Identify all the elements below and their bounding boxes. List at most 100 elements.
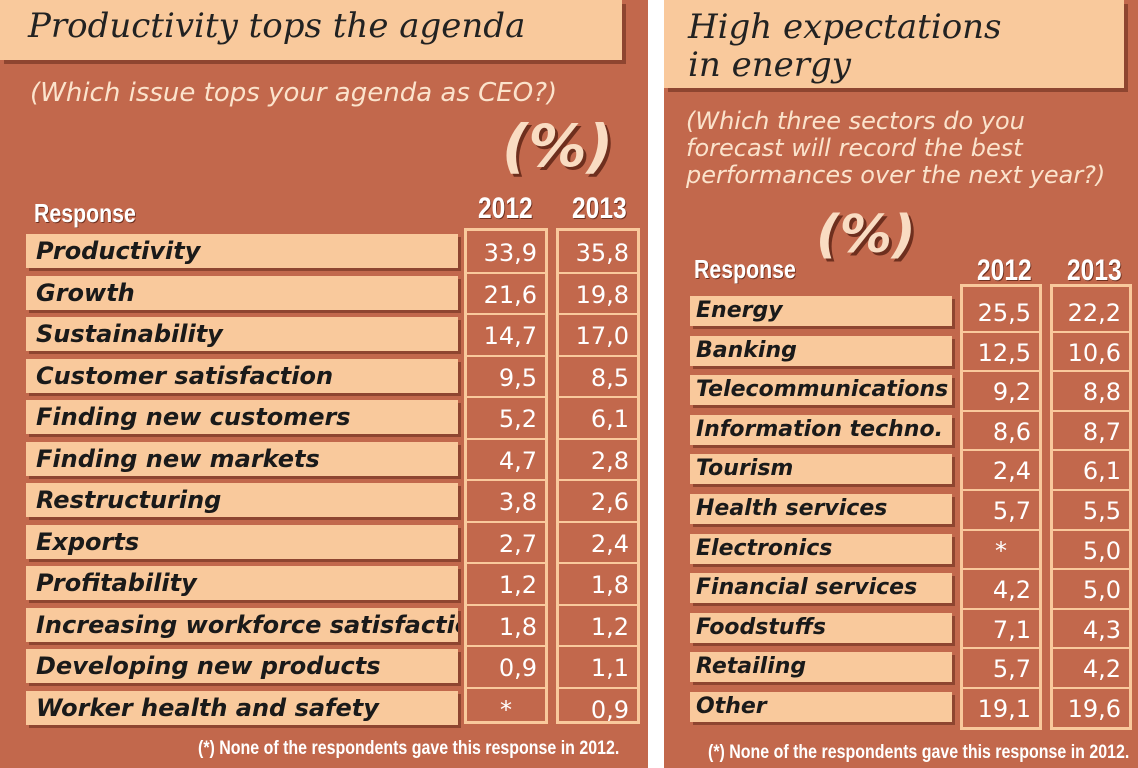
energy-cell-2012: 9,2 xyxy=(992,378,1031,406)
agenda-row-label: Sustainability xyxy=(26,317,458,351)
agenda-cell-2012: 3,8 xyxy=(498,488,537,516)
energy-row-separator xyxy=(1053,370,1129,372)
energy-row-separator xyxy=(1053,687,1129,689)
agenda-row-separator xyxy=(559,521,637,523)
agenda-row-separator xyxy=(467,272,545,274)
agenda-row-separator xyxy=(559,438,637,440)
agenda-cell-2012: 4,7 xyxy=(498,447,537,475)
energy-row-separator xyxy=(1053,608,1129,610)
energy-title: High expectations in energy xyxy=(688,7,1002,85)
energy-row-separator xyxy=(1053,410,1129,412)
energy-cell-2012: 12,5 xyxy=(977,339,1031,367)
energy-subtitle: (Which three sectors do you forecast wil… xyxy=(686,107,1106,189)
energy-cell-2013: 8,8 xyxy=(1082,378,1121,406)
agenda-header-2013: 2013 xyxy=(572,192,627,225)
agenda-row-separator xyxy=(559,645,637,647)
energy-row-separator xyxy=(1053,568,1129,570)
agenda-row-separator xyxy=(559,479,637,481)
energy-row-separator xyxy=(963,647,1039,649)
agenda-row-label: Profitability xyxy=(26,566,458,600)
energy-row-separator xyxy=(1053,647,1129,649)
agenda-row-label: Productivity xyxy=(26,234,458,268)
agenda-col-2013 xyxy=(556,228,640,724)
agenda-row-label: Developing new products xyxy=(26,649,458,683)
energy-cell-2013: 8,7 xyxy=(1082,418,1121,446)
agenda-cell-2013: 2,6 xyxy=(590,488,629,516)
energy-row-separator xyxy=(1053,489,1129,491)
agenda-cell-2013: 1,2 xyxy=(590,613,629,641)
agenda-title: Productivity tops the agenda xyxy=(28,6,526,46)
energy-row-label: Banking xyxy=(690,336,952,366)
agenda-footnote: (*) None of the respondents gave this re… xyxy=(198,738,620,759)
agenda-row-separator xyxy=(467,687,545,689)
energy-row-separator xyxy=(963,449,1039,451)
energy-row-separator xyxy=(963,331,1039,333)
agenda-row-separator xyxy=(559,396,637,398)
agenda-row-separator xyxy=(467,479,545,481)
agenda-cell-2012: 14,7 xyxy=(483,322,537,350)
energy-row-label: Foodstuffs xyxy=(690,613,952,643)
agenda-cell-2012: 1,8 xyxy=(498,613,537,641)
agenda-row-separator xyxy=(467,355,545,357)
energy-cell-2013: 4,3 xyxy=(1082,616,1121,644)
agenda-cell-2013: 17,0 xyxy=(575,322,629,350)
energy-col-2012 xyxy=(960,284,1042,730)
energy-cell-2013: 5,5 xyxy=(1082,497,1121,525)
energy-cell-2012: 19,1 xyxy=(977,695,1031,723)
agenda-unit: (%) xyxy=(502,112,614,180)
agenda-cell-2012: 21,6 xyxy=(483,281,537,309)
energy-col-2013 xyxy=(1050,284,1132,730)
energy-row-label: Other xyxy=(690,692,952,722)
energy-row-separator xyxy=(1053,449,1129,451)
energy-row-separator xyxy=(963,489,1039,491)
agenda-cell-2013: 2,4 xyxy=(590,530,629,558)
agenda-cell-2012: 2,7 xyxy=(498,530,537,558)
agenda-row-separator xyxy=(467,521,545,523)
agenda-title-box: Productivity tops the agenda xyxy=(0,0,622,60)
agenda-row-label: Customer satisfaction xyxy=(26,359,458,393)
energy-cell-2013: 5,0 xyxy=(1082,537,1121,565)
energy-header-response: Response xyxy=(694,254,796,284)
energy-cell-2013: 6,1 xyxy=(1082,457,1121,485)
energy-row-separator xyxy=(963,687,1039,689)
energy-header-2013: 2013 xyxy=(1067,254,1122,287)
energy-row-label: Retailing xyxy=(690,652,952,682)
energy-cell-2013: 10,6 xyxy=(1067,339,1121,367)
energy-title-box: High expectations in energy xyxy=(664,0,1124,88)
agenda-header-response: Response xyxy=(34,198,136,228)
energy-unit: (%) xyxy=(816,205,916,265)
agenda-cell-2012: 0,9 xyxy=(498,654,537,682)
agenda-cell-2013: 1,8 xyxy=(590,571,629,599)
energy-row-separator xyxy=(1053,331,1129,333)
energy-row-separator xyxy=(963,608,1039,610)
energy-row-label: Financial services xyxy=(690,573,952,603)
energy-row-separator xyxy=(1053,529,1129,531)
energy-row-label: Electronics xyxy=(690,534,952,564)
agenda-row-label: Finding new customers xyxy=(26,400,458,434)
energy-row-label: Telecommunications xyxy=(690,375,952,405)
agenda-cell-2013: 2,8 xyxy=(590,447,629,475)
agenda-cell-2012: 5,2 xyxy=(498,405,537,433)
agenda-header-2012: 2012 xyxy=(478,192,533,225)
energy-cell-2012: 2,4 xyxy=(992,457,1031,485)
agenda-cell-2012: 1,2 xyxy=(498,571,537,599)
agenda-cell-2013: 1,1 xyxy=(590,654,629,682)
agenda-cell-2012: 33,9 xyxy=(483,239,537,267)
agenda-cell-2012: 9,5 xyxy=(498,364,537,392)
agenda-row-separator xyxy=(467,645,545,647)
agenda-row-separator xyxy=(467,438,545,440)
energy-row-separator xyxy=(963,529,1039,531)
agenda-row-separator xyxy=(559,313,637,315)
energy-row-separator xyxy=(963,568,1039,570)
agenda-cell-2013: 0,9 xyxy=(590,696,629,724)
energy-row-label: Information techno. xyxy=(690,415,952,445)
agenda-row-separator xyxy=(559,687,637,689)
agenda-row-separator xyxy=(559,355,637,357)
energy-row-separator xyxy=(963,370,1039,372)
agenda-row-separator xyxy=(559,604,637,606)
agenda-row-label: Growth xyxy=(26,276,458,310)
agenda-cell-2013: 8,5 xyxy=(590,364,629,392)
agenda-row-label: Exports xyxy=(26,525,458,559)
agenda-row-label: Worker health and safety xyxy=(26,691,458,725)
energy-row-label: Tourism xyxy=(690,454,952,484)
